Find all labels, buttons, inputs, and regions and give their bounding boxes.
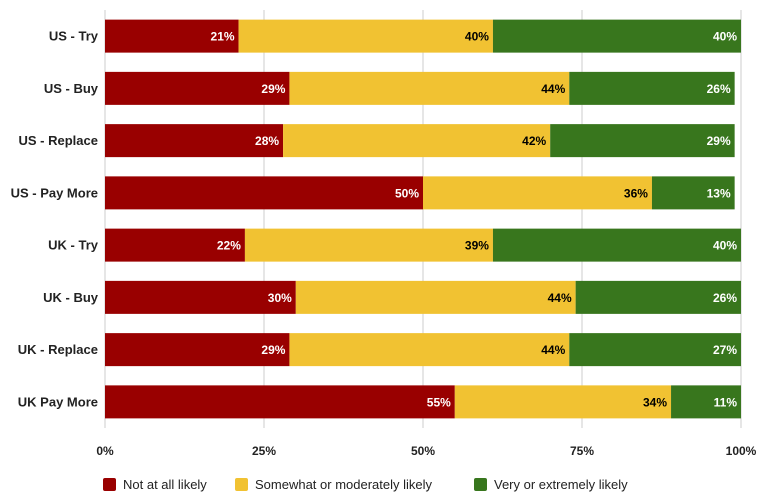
bar-segment-somewhat-or-moderately-likely [295,280,576,314]
bar-value-label: 44% [541,343,565,357]
bar-value-label: 28% [255,134,279,148]
category-label: US - Try [49,29,99,44]
category-label: UK Pay More [18,394,98,409]
bar-value-label: 50% [395,186,419,200]
x-tick-label: 25% [252,444,276,458]
bars [105,19,741,419]
bar-value-label: 55% [427,395,451,409]
bar-value-label: 11% [714,395,738,409]
bar-value-label: 29% [261,343,285,357]
bar-segment-very-or-extremely-likely [671,385,741,419]
category-label: UK - Replace [18,342,98,357]
bar-segment-not-at-all-likely [105,176,423,210]
bar-segment-not-at-all-likely [105,124,284,158]
bar-labels: 21% 40% 40% 29% 44% 26% 28% 42% 29% 50% 36% 13% 22% 3… [211,30,738,410]
x-tick-label: 75% [570,444,594,458]
bar-segment-not-at-all-likely [105,19,239,53]
x-axis-ticks: 0% 25% 50% 75% 100% [96,444,756,458]
bar-value-label: 39% [465,239,489,253]
category-label: UK - Buy [43,290,99,305]
category-label: US - Replace [19,133,98,148]
bar-value-label: 40% [713,30,737,44]
bar-segment-somewhat-or-moderately-likely [289,71,570,105]
bar-segment-not-at-all-likely [105,333,290,367]
bar-segment-very-or-extremely-likely [492,228,741,262]
bar-value-label: 26% [707,82,731,96]
category-label: US - Pay More [11,185,98,200]
category-label: US - Buy [44,81,99,96]
bar-segment-not-at-all-likely [105,385,455,419]
bar-value-label: 42% [522,134,546,148]
bar-value-label: 13% [707,186,731,200]
bar-segment-very-or-extremely-likely [569,333,741,367]
bar-segment-somewhat-or-moderately-likely [283,124,551,158]
bar-segment-somewhat-or-moderately-likely [289,333,570,367]
legend-swatch [474,478,487,491]
bar-value-label: 40% [713,239,737,253]
category-label: UK - Try [48,238,99,253]
bar-segment-very-or-extremely-likely [569,71,735,105]
x-tick-label: 0% [96,444,114,458]
legend: Not at all likely Somewhat or moderately … [103,477,628,492]
bar-segment-somewhat-or-moderately-likely [423,176,652,210]
bar-value-label: 21% [211,30,235,44]
bar-value-label: 44% [541,82,565,96]
legend-label: Not at all likely [123,477,207,492]
bar-segment-somewhat-or-moderately-likely [454,385,672,419]
bar-value-label: 26% [713,291,737,305]
bar-segment-somewhat-or-moderately-likely [244,228,493,262]
bar-value-label: 40% [465,30,489,44]
bar-segment-very-or-extremely-likely [575,280,741,314]
category-labels: US - Try US - Buy US - Replace US - Pay Mor… [11,29,99,410]
legend-label: Very or extremely likely [494,477,628,492]
x-tick-label: 100% [726,444,757,458]
legend-swatch [103,478,116,491]
bar-segment-not-at-all-likely [105,280,296,314]
bar-value-label: 29% [261,82,285,96]
bar-segment-not-at-all-likely [105,228,245,262]
bar-value-label: 30% [268,291,292,305]
bar-segment-very-or-extremely-likely [550,124,735,158]
legend-swatch [235,478,248,491]
legend-item-not-at-all-likely: Not at all likely [103,477,207,492]
bar-segment-very-or-extremely-likely [492,19,741,53]
bar-segment-not-at-all-likely [105,71,290,105]
bar-value-label: 27% [713,343,737,357]
bar-value-label: 22% [217,239,241,253]
bar-value-label: 34% [643,395,667,409]
legend-item-very-or-extremely-likely: Very or extremely likely [474,477,628,492]
legend-label: Somewhat or moderately likely [255,477,433,492]
bar-value-label: 36% [624,186,648,200]
legend-item-somewhat-or-moderately-likely: Somewhat or moderately likely [235,477,433,492]
bar-value-label: 29% [707,134,731,148]
x-tick-label: 50% [411,444,435,458]
bar-value-label: 44% [548,291,572,305]
bar-segment-somewhat-or-moderately-likely [238,19,493,53]
bar-segment-very-or-extremely-likely [651,176,735,210]
